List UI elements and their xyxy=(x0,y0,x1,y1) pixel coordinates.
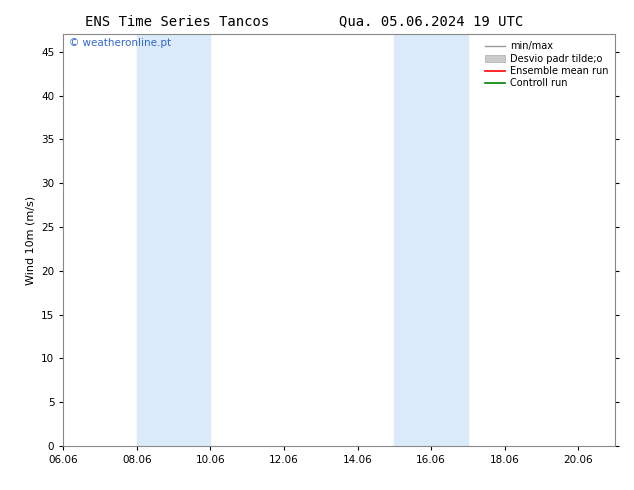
Text: ENS Time Series Tancos: ENS Time Series Tancos xyxy=(86,15,269,29)
Legend: min/max, Desvio padr tilde;o, Ensemble mean run, Controll run: min/max, Desvio padr tilde;o, Ensemble m… xyxy=(483,39,610,90)
Y-axis label: Wind 10m (m/s): Wind 10m (m/s) xyxy=(25,196,36,285)
Text: © weatheronline.pt: © weatheronline.pt xyxy=(69,38,171,49)
Bar xyxy=(137,34,210,446)
Text: Qua. 05.06.2024 19 UTC: Qua. 05.06.2024 19 UTC xyxy=(339,15,523,29)
Bar xyxy=(394,34,468,446)
